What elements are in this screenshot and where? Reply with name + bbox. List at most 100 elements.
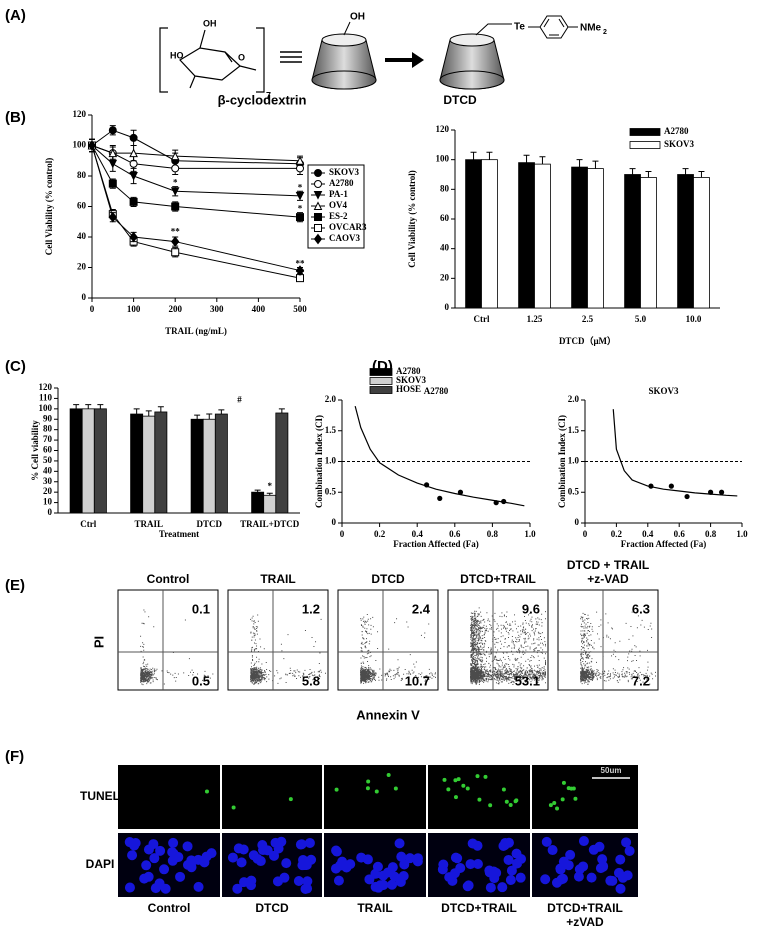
y-tick-label: 2.0: [568, 394, 580, 404]
quadrant-value: 1.2: [302, 601, 320, 616]
legend-label: SKOV3: [664, 139, 695, 149]
atom-label: OH: [350, 12, 365, 23]
legend-label: A2780: [664, 126, 689, 136]
error-bar: [218, 409, 225, 415]
annotation: *: [298, 182, 303, 192]
x-tick-label: 500: [293, 304, 307, 314]
chart-title: SKOV3: [648, 386, 679, 396]
panel-label: (C): [5, 358, 26, 375]
bar: [142, 415, 156, 514]
event-dots: [360, 614, 436, 684]
marker: [129, 133, 138, 142]
legend-label: A2780: [329, 178, 354, 188]
y-tick-label: 100: [73, 140, 87, 150]
bar: [130, 413, 144, 514]
column-label: DTCD+TRAIL: [441, 901, 517, 915]
equivalence-sign: [280, 51, 302, 63]
bar: [465, 159, 482, 309]
error-bar: [592, 160, 599, 169]
legend-label: PA-1: [329, 189, 348, 199]
marker: [129, 148, 138, 158]
marker: [171, 248, 180, 257]
arrow: [385, 52, 424, 68]
legend-label: SKOV3: [396, 375, 427, 385]
flow-plot-frame: [447, 589, 549, 691]
column-label: TRAIL: [357, 901, 392, 915]
point: [648, 483, 654, 489]
x-tick-label: 0.4: [642, 529, 654, 539]
x-tick-label: 0: [90, 304, 95, 314]
legend-marker: [313, 201, 323, 210]
x-tick-label: TRAIL+DTCD: [240, 519, 300, 529]
y-tick-label: 20: [43, 486, 53, 496]
nuclei: [124, 837, 217, 894]
point: [668, 483, 674, 489]
chart-title: A2780: [424, 386, 449, 396]
bar: [693, 177, 710, 309]
y-axis-label: Cell Viability (% control): [44, 158, 54, 256]
axis-label: PI: [91, 636, 106, 648]
quadrant-value: 0.1: [192, 601, 210, 616]
x-tick-label: 0.8: [705, 529, 717, 539]
y-tick-label: 0: [445, 302, 450, 312]
bar: [263, 494, 277, 514]
point: [493, 500, 499, 506]
marker: [108, 211, 117, 223]
x-tick-label: 2.5: [582, 314, 594, 324]
y-tick-label: 120: [436, 124, 450, 134]
y-tick-label: 0.5: [325, 486, 337, 496]
atom-label: HO: [170, 50, 184, 60]
y-tick-label: 80: [440, 183, 450, 193]
x-tick-label: 0.8: [487, 529, 499, 539]
fitted-curve: [354, 405, 525, 507]
panel-label: (F): [5, 748, 24, 765]
compound-name: DTCD: [443, 93, 477, 107]
y-tick-label: 20: [440, 272, 450, 282]
x-tick-label: Ctrl: [474, 314, 490, 324]
x-tick-label: TRAIL: [134, 519, 163, 529]
error-bar: [682, 168, 689, 175]
x-tick-label: 1.25: [527, 314, 543, 324]
x-tick-label: 1.0: [524, 529, 536, 539]
y-tick-label: 0: [332, 517, 337, 527]
legend-label: HOSE: [396, 384, 421, 394]
x-tick-label: 0.2: [374, 529, 386, 539]
y-tick-label: 1.0: [325, 456, 337, 466]
event-dots: [580, 609, 656, 685]
x-tick-label: 0: [583, 529, 588, 539]
y-tick-label: 120: [73, 109, 87, 119]
column-label: +zVAD: [566, 915, 604, 929]
bar: [202, 418, 216, 514]
legend-marker: [314, 169, 322, 177]
error-bar: [278, 408, 285, 413]
y-tick-label: 50: [43, 455, 53, 465]
panel-label: (B): [5, 109, 26, 126]
quadrant-value: 9.6: [522, 601, 540, 616]
legend-swatch: [369, 368, 393, 376]
column-label: Control: [148, 901, 191, 915]
marker: [171, 202, 180, 211]
marker: [87, 140, 97, 151]
x-tick-label: 400: [252, 304, 266, 314]
error-bar: [470, 151, 477, 160]
tunel-signal: [204, 789, 209, 794]
marker: [108, 126, 117, 135]
compound-name: β-cyclodextrin: [218, 92, 307, 107]
annotation: **: [296, 268, 306, 278]
bar: [534, 163, 551, 309]
y-tick-label: 0: [48, 507, 53, 517]
bar: [677, 174, 694, 309]
quadrant-value: 7.2: [632, 673, 650, 688]
x-axis-label: DTCD（μM）: [559, 336, 616, 346]
annotation: **: [171, 226, 181, 236]
bar: [154, 411, 168, 514]
y-tick-label: 60: [77, 201, 87, 211]
y-tick-label: 60: [43, 445, 53, 455]
error-bar: [194, 414, 201, 420]
row-label: DAPI: [86, 857, 115, 871]
quadrant-value: 10.7: [405, 673, 430, 688]
marker: [296, 213, 304, 222]
nuclei: [437, 837, 527, 893]
